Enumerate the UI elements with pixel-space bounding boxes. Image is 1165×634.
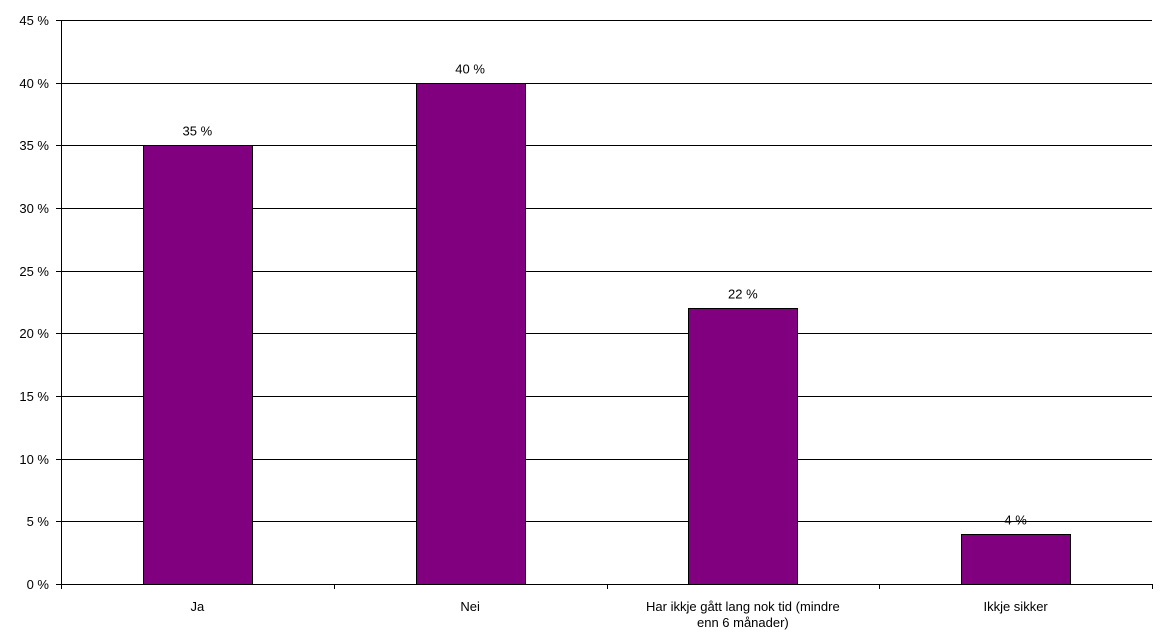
data-label: 40 % bbox=[455, 62, 485, 77]
y-tick-label: 20 % bbox=[19, 326, 49, 341]
y-tick-labels: 0 % 5 % 10 % 15 % 20 % 25 % 30 % 35 % 40 % 45 % bbox=[19, 13, 49, 592]
category-label: enn 6 månader) bbox=[697, 615, 789, 630]
y-tick-label: 5 % bbox=[27, 514, 50, 529]
axes bbox=[56, 20, 1153, 589]
bars bbox=[143, 83, 1071, 585]
bar bbox=[143, 145, 253, 585]
category-labels: Ja Nei Har ikkje gått lang nok tid (mindre… bbox=[191, 599, 1049, 630]
category-label: Ikkje sikker bbox=[983, 599, 1048, 614]
bar bbox=[416, 83, 526, 585]
category-label: Har ikkje gått lang nok tid (mindre bbox=[646, 599, 840, 614]
data-labels: 35 % 40 % 22 % 4 % bbox=[183, 62, 1028, 528]
category-label: Nei bbox=[460, 599, 480, 614]
bar bbox=[961, 534, 1071, 585]
y-tick-label: 30 % bbox=[19, 201, 49, 216]
y-tick-label: 45 % bbox=[19, 13, 49, 28]
y-tick-label: 25 % bbox=[19, 264, 49, 279]
y-tick-label: 0 % bbox=[27, 577, 50, 592]
y-tick-label: 35 % bbox=[19, 138, 49, 153]
bar bbox=[688, 308, 798, 585]
category-label: Ja bbox=[191, 599, 206, 614]
y-tick-label: 10 % bbox=[19, 452, 49, 467]
data-label: 35 % bbox=[183, 124, 213, 139]
data-label: 22 % bbox=[728, 287, 758, 302]
y-tick-label: 15 % bbox=[19, 389, 49, 404]
data-label: 4 % bbox=[1004, 513, 1027, 528]
y-tick-label: 40 % bbox=[19, 76, 49, 91]
